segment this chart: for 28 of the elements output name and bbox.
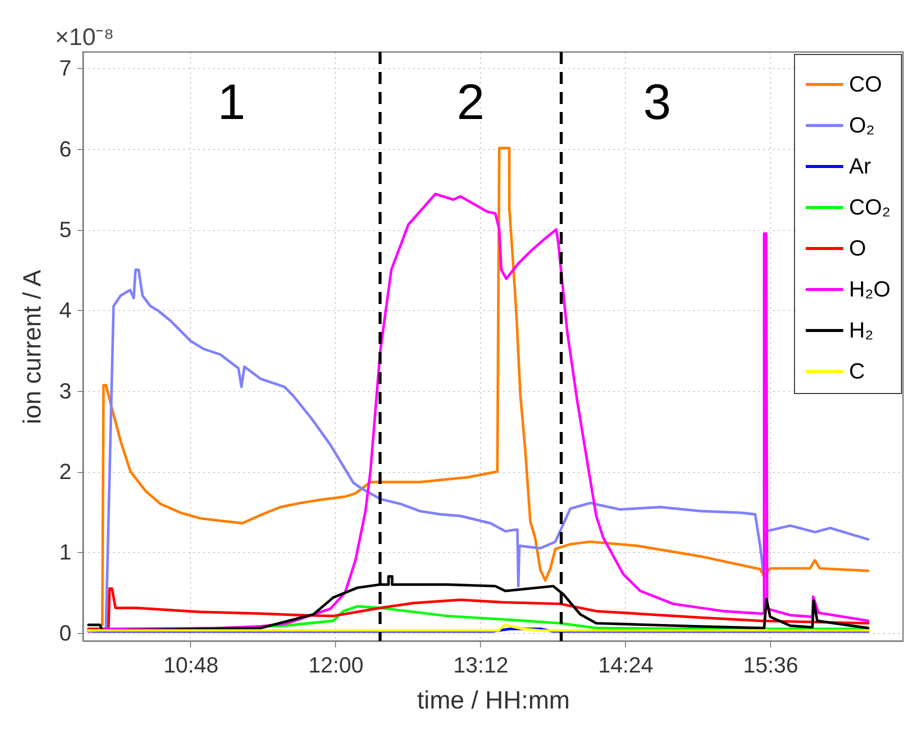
x-tick-label: 12:00 [308, 652, 364, 678]
y-tick-label: 0 [59, 620, 72, 646]
legend-label: CO₂ [849, 194, 891, 220]
legend-label: CO [849, 72, 882, 96]
y-tick-label: 5 [59, 217, 72, 242]
x-tick-label: 15:36 [743, 652, 798, 678]
annotation: 3 [643, 74, 672, 130]
annotation: 1 [218, 74, 246, 130]
legend-label: C [849, 358, 865, 384]
y-tick-label: 2 [59, 459, 72, 484]
line-series [87, 587, 870, 630]
y-tick-label: 6 [59, 136, 72, 162]
legend-label: O₂ [849, 112, 875, 138]
y-axis-title: ion current / A [18, 270, 46, 424]
annotation: 2 [456, 74, 485, 130]
y-tick-label: 7 [59, 56, 72, 81]
legend-label: Ar [849, 154, 871, 178]
legend-label: H₂ [849, 318, 874, 342]
x-tick-label: 13:12 [453, 652, 508, 678]
x-tick-label: 10:48 [163, 652, 219, 678]
y-tick-label: 4 [59, 298, 72, 323]
y-tick-label: 1 [59, 540, 72, 565]
legend-label: H₂O [849, 276, 891, 302]
text: ×10⁻⁸ [55, 24, 114, 51]
x-tick-label: 14:24 [598, 652, 654, 678]
x-axis-title: time / HH:mm [417, 686, 570, 714]
y-tick-label: 3 [59, 378, 72, 404]
legend-label: O [849, 236, 866, 260]
